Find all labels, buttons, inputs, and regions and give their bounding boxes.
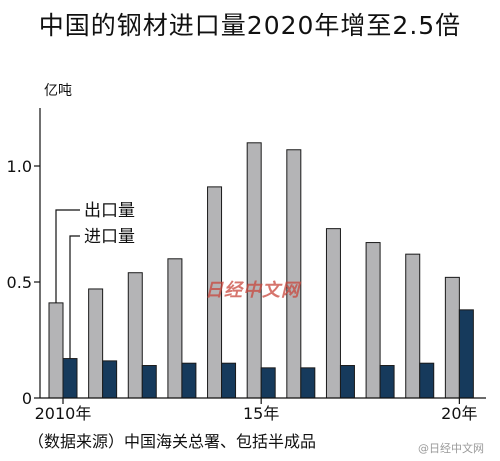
corner-watermark: @日经中文网 bbox=[418, 442, 484, 455]
y-tick-label: 0.5 bbox=[7, 273, 32, 292]
legend-leader-import bbox=[69, 235, 80, 359]
legend-label-import: 进口量 bbox=[84, 227, 135, 247]
export-bar-2020 bbox=[444, 276, 460, 399]
import-bar-2010 bbox=[62, 358, 78, 399]
x-tick-label: 15年 bbox=[243, 404, 279, 423]
source-note: （数据来源）中国海关总署、包括半成品 bbox=[28, 432, 317, 451]
chart-title: 中国的钢材进口量2020年增至2.5倍 bbox=[38, 11, 462, 40]
import-bar-2018 bbox=[379, 365, 395, 399]
export-bar-2016 bbox=[286, 149, 302, 399]
y-axis-ticks: 0 0.5 1.0 bbox=[7, 157, 40, 408]
x-tick-label: 20年 bbox=[441, 404, 477, 423]
watermark-text: 日经中文网 bbox=[205, 280, 300, 301]
import-bar-2011 bbox=[102, 360, 118, 399]
legend-label-export: 出口量 bbox=[84, 201, 135, 221]
y-axis-unit-label: 亿吨 bbox=[44, 83, 72, 99]
y-tick-label: 0 bbox=[22, 389, 32, 408]
import-bar-2016 bbox=[300, 367, 316, 399]
import-bar-2019 bbox=[419, 362, 435, 399]
export-bar-2015 bbox=[246, 142, 262, 399]
export-bar-2018 bbox=[365, 242, 381, 399]
import-bar-2014 bbox=[221, 362, 237, 399]
export-bar-2010 bbox=[48, 302, 64, 399]
export-bar-2013 bbox=[167, 258, 183, 399]
legend-leader-export bbox=[55, 209, 80, 303]
import-bar-2020 bbox=[458, 309, 474, 399]
import-bar-2013 bbox=[181, 362, 197, 399]
export-bar-2011 bbox=[88, 288, 104, 399]
x-tick-label: 2010年 bbox=[35, 404, 92, 423]
y-tick-label: 1.0 bbox=[7, 157, 32, 176]
import-bar-2017 bbox=[339, 365, 355, 399]
import-bar-2015 bbox=[260, 367, 276, 399]
import-bar-2012 bbox=[141, 365, 157, 399]
axes: 2010年 15年 20年 bbox=[35, 108, 486, 423]
export-bar-2019 bbox=[405, 253, 421, 399]
export-bar-2017 bbox=[325, 228, 341, 399]
bars bbox=[48, 142, 474, 399]
export-bar-2012 bbox=[127, 272, 143, 399]
